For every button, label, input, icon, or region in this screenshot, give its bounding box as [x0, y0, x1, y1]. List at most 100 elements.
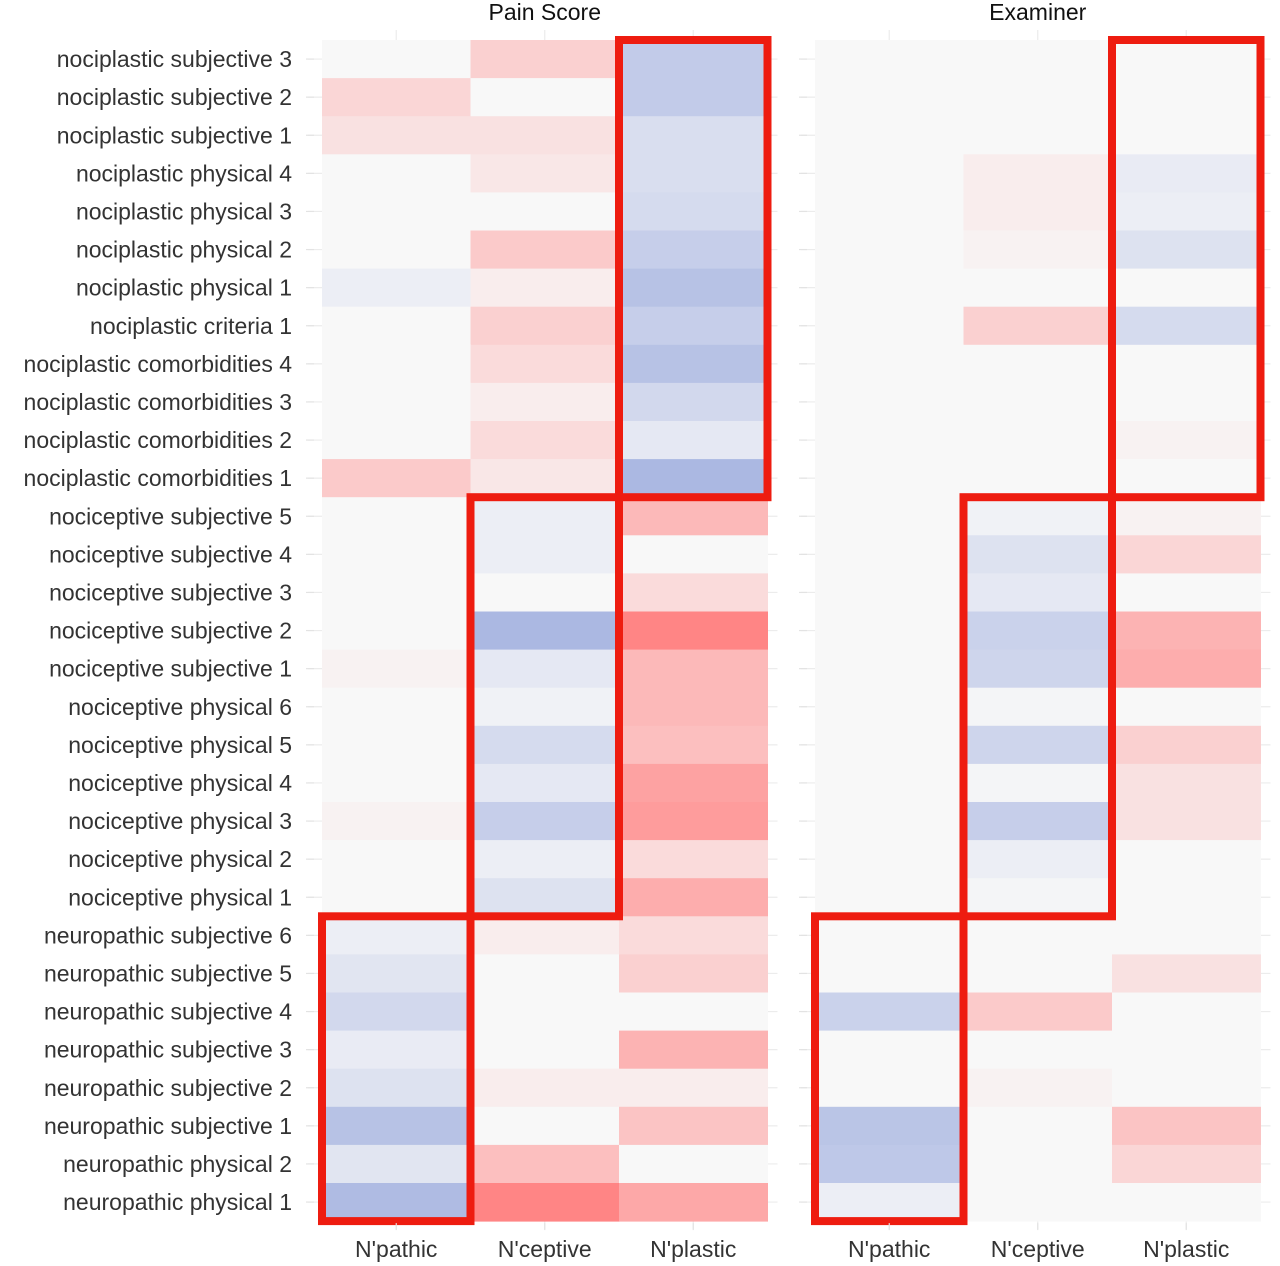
heatmap-cell	[619, 992, 768, 1032]
heatmap-cell	[470, 878, 620, 917]
heatmap-cell	[815, 992, 964, 1032]
row-label: nociplastic physical 1	[76, 275, 292, 301]
heatmap-cell	[815, 573, 964, 612]
heatmap-cell	[1112, 687, 1261, 727]
heatmap-cell	[815, 459, 964, 498]
heatmap-cell	[1112, 382, 1261, 422]
heatmap-cell	[619, 230, 768, 270]
heatmap-cell	[619, 840, 768, 879]
heatmap-cell	[619, 268, 768, 308]
heatmap-cell	[963, 78, 1113, 117]
heatmap-cell	[963, 878, 1113, 917]
heatmap-cell	[815, 916, 964, 955]
heatmap-cell	[322, 306, 471, 346]
heatmap-cell	[963, 1144, 1113, 1184]
row-label: neuropathic subjective 6	[44, 922, 292, 948]
heatmap-cell	[470, 40, 620, 79]
heatmap-cell	[470, 916, 620, 955]
heatmap-cell	[963, 1030, 1113, 1070]
heatmap-cell	[619, 535, 768, 574]
heatmap-cell	[1112, 1183, 1261, 1222]
heatmap-cell	[470, 344, 620, 384]
highlight-box	[318, 912, 475, 1226]
heatmap-cell	[470, 649, 620, 689]
row-label: nociceptive subjective 4	[49, 541, 292, 567]
heatmap-cell	[322, 611, 471, 651]
heatmap-cell	[470, 1030, 620, 1070]
heatmap-cell	[963, 192, 1113, 231]
heatmap-cell	[815, 840, 964, 879]
heatmap-cell	[470, 497, 620, 536]
heatmap-cell	[963, 421, 1113, 460]
heatmap-cell	[963, 1183, 1113, 1222]
heatmap-cell	[619, 382, 768, 422]
heatmap-cell	[619, 954, 768, 993]
heatmap-cell	[815, 1106, 964, 1146]
heatmap-cell	[1112, 1144, 1261, 1184]
heatmap-cell	[963, 535, 1113, 574]
heatmap-cell	[470, 154, 620, 193]
row-label: neuropathic subjective 4	[44, 999, 292, 1025]
row-label: nociceptive subjective 5	[49, 503, 292, 529]
heatmap-cell	[1112, 725, 1261, 765]
heatmap-cell	[963, 40, 1113, 79]
heatmap-cell	[815, 725, 964, 765]
heatmap-cell	[815, 192, 964, 231]
heatmap-cell	[1112, 573, 1261, 612]
heatmap-cell	[470, 687, 620, 727]
row-label: neuropathic subjective 5	[44, 960, 292, 986]
heatmap-cell	[963, 954, 1113, 993]
heatmap-cell	[815, 954, 964, 993]
heatmap-cell	[322, 344, 471, 384]
heatmap-cell	[1112, 116, 1261, 155]
heatmap-cell	[1112, 1106, 1261, 1146]
heatmap-cell	[963, 725, 1113, 765]
heatmap-cell	[619, 573, 768, 612]
heatmap-cell	[619, 306, 768, 346]
heatmap-cell	[1112, 535, 1261, 574]
row-label: nociceptive physical 4	[68, 770, 292, 796]
row-label: nociceptive subjective 1	[49, 656, 292, 682]
heatmap-cell	[619, 763, 768, 803]
heatmap-cell	[1112, 268, 1261, 308]
heatmap-cell	[470, 611, 620, 651]
heatmap-cell	[322, 840, 471, 879]
row-label: nociplastic subjective 3	[57, 46, 292, 72]
heatmap-cell	[322, 382, 471, 422]
row-label: neuropathic subjective 2	[44, 1075, 292, 1101]
heatmap-cell	[1112, 230, 1261, 270]
column-label: N'pathic	[848, 1236, 930, 1262]
heatmap-cell	[963, 611, 1113, 651]
heatmap-cell	[963, 649, 1113, 689]
heatmap-cell	[619, 649, 768, 689]
heatmap-cell	[322, 268, 471, 308]
heatmap-cell	[619, 802, 768, 841]
heatmap-cell	[470, 382, 620, 422]
heatmap-cell	[322, 1183, 471, 1222]
heatmap-cell	[963, 1068, 1113, 1108]
heatmap-cell	[1112, 40, 1261, 79]
row-label: nociplastic comorbidities 4	[24, 351, 293, 377]
heatmap-cell	[322, 954, 471, 993]
highlight-box	[1108, 36, 1265, 502]
heatmap-cell	[963, 916, 1113, 955]
heatmap-cell	[815, 802, 964, 841]
row-label: neuropathic subjective 3	[44, 1037, 292, 1063]
heatmap-cell	[619, 687, 768, 727]
heatmap-cell	[470, 1068, 620, 1108]
heatmap-cell	[470, 840, 620, 879]
heatmap-cell	[322, 763, 471, 803]
heatmap-cell	[470, 1144, 620, 1184]
heatmap-cell	[1112, 649, 1261, 689]
heatmap-cell	[1112, 1030, 1261, 1070]
heatmap-cell	[815, 1030, 964, 1070]
heatmap-cell	[470, 802, 620, 841]
row-label: nociplastic comorbidities 1	[24, 465, 292, 491]
heatmap-cell	[470, 725, 620, 765]
row-label: neuropathic subjective 1	[44, 1113, 292, 1139]
heatmap-cell	[619, 1068, 768, 1108]
heatmap-cell	[470, 116, 620, 155]
heatmap-cell	[470, 763, 620, 803]
heatmap-cell	[1112, 840, 1261, 879]
row-label: nociplastic physical 4	[76, 160, 292, 186]
